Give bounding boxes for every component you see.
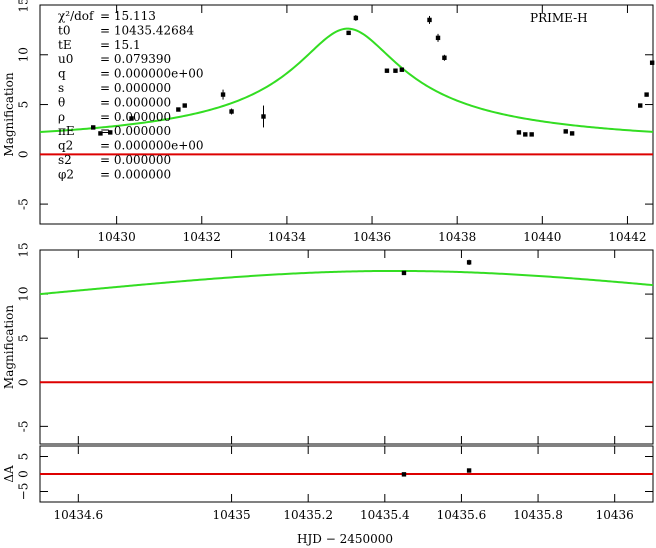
y-tick-label: 5 [17,334,31,342]
param-name: t0 [58,23,70,37]
data-point [649,60,655,65]
data-point [91,125,96,130]
param-name: ρ [58,110,65,124]
x-tick-label: 10436 [596,508,634,522]
param-name: χ²/dof [58,9,95,23]
data-point [129,116,134,121]
data-point [220,92,226,97]
data-point [442,55,447,60]
param-name: φ2 [58,167,74,181]
data-point [401,472,407,477]
full-light-curve-panel: -5 0 5 10 15 10430 10432 10434 10436 10438 10440 10… [2,0,655,244]
model-curve [39,27,654,134]
data-point [176,107,181,112]
x-tick-label: 10438 [438,230,476,244]
x-tick-label: 10435.4 [360,508,410,522]
data-point [638,103,643,108]
param-name: q [58,67,66,81]
data-point [229,109,234,114]
data-point [182,103,187,108]
y-tick-label: 0 [17,470,31,478]
data-point [516,130,522,135]
param-value: = 0.000000 [100,153,171,167]
data-point [466,260,472,265]
data-point [529,132,534,137]
data-point [393,68,398,73]
param-value: = 0.000000e+00 [100,67,204,81]
x-tick-label: 10442 [608,230,646,244]
param-value: = 10435.42684 [100,23,194,37]
y-tick-label: 5 [17,101,31,109]
data-point [569,131,575,136]
zoom-light-curve-panel: -5 0 5 10 15 Magnification [2,242,654,445]
plot-frame [39,4,654,225]
data-point [563,129,568,134]
param-value: = 0.000000 [100,167,171,181]
y-axis-title: Magnification [2,72,16,156]
param-name: q2 [58,139,73,153]
data-point [523,132,528,137]
y-tick-label: 10 [17,47,31,62]
param-value: = 0.000000 [100,95,171,109]
x-tick-label: 10435.6 [437,508,487,522]
residuals-panel: −5 0 5 10434.6 10435 10435.2 10435.4 10435.6 104… [2,445,654,522]
data-point [346,30,351,36]
param-name: u0 [58,52,73,66]
plot-frame [39,249,654,445]
instrument-label: PRIME-H [530,11,588,25]
param-value: = 0.000000 [100,110,171,124]
param-name: tE [58,38,72,52]
data-point [466,468,472,473]
x-tick-label: 10435 [212,508,250,522]
x-tick-label: 10435.2 [283,508,333,522]
x-tick-label: 10430 [98,230,136,244]
param-value: = 0.000000 [100,81,171,95]
param-name: s2 [58,153,72,167]
data-point [353,15,359,21]
y-tick-label: -5 [17,421,31,433]
param-value: = 0.000000e+00 [100,139,204,153]
param-value: = 0.079390 [100,52,171,66]
param-name: s [58,81,64,95]
y-tick-label: 10 [17,286,31,301]
param-value: = 15.1 [100,38,141,52]
data-point [644,92,649,97]
data-point [427,17,432,23]
data-point [435,35,441,41]
y-axis-title: Magnification [2,305,16,389]
data-point [384,68,390,73]
x-tick-label: 10440 [523,230,561,244]
param-name: θ [58,95,65,109]
data-point [261,114,266,119]
x-tick-label: 10435.8 [513,508,563,522]
x-tick-label: 10434 [268,230,307,244]
y-tick-label: 15 [17,242,31,257]
data-point [399,67,405,72]
y-tick-label: 15 [17,0,31,13]
y-tick-label: 5 [17,453,31,461]
param-name: πE [58,124,75,138]
fit-parameters-block: χ²/dof = 15.113 t0 = 10435.42684 tE = 15.1 u0 =… [58,9,204,181]
param-value: = 0.000000 [100,124,171,138]
model-curve [39,269,654,296]
y-tick-label: 0 [17,150,31,158]
y-tick-label: -5 [17,198,31,210]
data-point [401,270,407,276]
data-point [98,131,103,136]
data-point [108,130,113,135]
x-tick-label: 10434.6 [54,508,104,522]
y-axis-title: ΔA [2,465,16,483]
x-tick-label: 10432 [183,230,221,244]
x-axis-title: HJD − 2450000 [297,532,393,546]
param-value: = 15.113 [100,9,156,23]
x-tick-label: 10436 [353,230,391,244]
y-tick-label: −5 [17,483,31,501]
y-tick-label: 0 [17,378,31,386]
